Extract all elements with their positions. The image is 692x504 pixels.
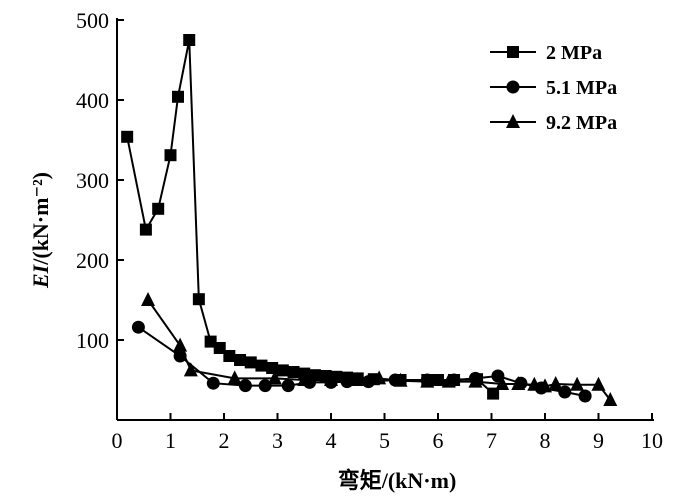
data-point-circle	[206, 376, 220, 390]
data-point-square	[255, 359, 268, 372]
data-point-circle	[258, 379, 272, 393]
series-5-1-mpa	[131, 320, 592, 403]
data-point-triangle	[527, 376, 542, 391]
x-tick-label: 6	[433, 428, 444, 453]
legend-label: 2 MPa	[546, 42, 602, 64]
data-point-circle	[281, 379, 295, 393]
x-tick-label: 1	[165, 428, 176, 453]
y-axis-label-italic: EI	[28, 263, 53, 289]
data-point-triangle	[495, 376, 510, 390]
x-tick-label: 3	[272, 428, 283, 453]
data-point-square	[183, 34, 196, 46]
y-axis-label-units: /(kN·m⁻²)	[28, 172, 53, 266]
y-tick-label: 400	[76, 88, 109, 113]
y-tick-label: 500	[76, 8, 109, 33]
data-point-triangle	[227, 370, 242, 385]
data-point-square	[234, 354, 247, 366]
data-point-triangle	[441, 373, 456, 388]
data-point-circle	[340, 375, 354, 389]
data-point-triangle	[350, 372, 365, 386]
data-point-triangle	[324, 372, 338, 386]
data-point-square	[266, 362, 279, 374]
legend: 2 MPa 5.1 MPa 9.2 MPa	[490, 42, 617, 134]
data-point-triangle	[297, 372, 312, 386]
x-tick-label: 7	[486, 428, 497, 453]
data-point-triangle	[183, 362, 198, 377]
data-point-square	[213, 342, 226, 354]
legend-label: 9.2 MPa	[546, 112, 617, 134]
data-point-triangle	[420, 373, 435, 388]
data-point-triangle	[393, 372, 408, 387]
data-point-square	[223, 350, 236, 362]
y-axis-label: EI/(kN·m⁻²)	[28, 172, 53, 289]
legend-marker-square	[507, 46, 519, 58]
data-point-triangle	[570, 376, 585, 391]
data-point-triangle	[548, 376, 563, 390]
x-axis-label: 弯矩/(kN·m)	[338, 468, 457, 493]
series-group	[121, 34, 618, 406]
data-point-square	[487, 387, 500, 400]
x-tick-label: 10	[641, 428, 663, 453]
data-point-circle	[131, 320, 145, 334]
data-point-square	[152, 202, 165, 215]
legend-label: 5.1 MPa	[546, 77, 617, 99]
y-tick-label: 300	[76, 168, 109, 193]
data-point-circle	[238, 379, 252, 393]
data-point-triangle	[141, 292, 156, 306]
data-point-square	[244, 356, 257, 369]
x-tick-label: 4	[326, 428, 337, 453]
x-tick-label: 0	[112, 428, 123, 453]
data-point-square	[171, 90, 184, 103]
data-point-triangle	[538, 378, 552, 393]
data-point-triangle	[511, 376, 526, 390]
axes: 0 1 2 3 4 5 6 7 8 9 10 100 200 300 400 500	[76, 8, 663, 453]
data-point-square	[164, 149, 177, 162]
data-point-square	[121, 130, 134, 143]
data-point-square	[192, 293, 205, 306]
x-tick-label: 8	[540, 428, 551, 453]
data-point-triangle	[468, 373, 483, 388]
data-point-triangle	[603, 392, 618, 406]
x-tick-label: 5	[379, 428, 390, 453]
data-point-circle	[578, 389, 592, 403]
legend-marker-triangle	[506, 114, 520, 128]
data-point-square	[139, 223, 152, 236]
data-point-square	[204, 335, 217, 348]
data-point-circle	[361, 375, 375, 389]
data-point-triangle	[173, 337, 188, 352]
x-tick-label: 9	[593, 428, 604, 453]
data-point-triangle	[372, 370, 387, 385]
series-9-2-mpa	[141, 292, 618, 406]
legend-marker-circle	[506, 80, 520, 94]
data-point-square	[276, 364, 289, 377]
data-point-triangle	[267, 370, 282, 385]
x-tick-label: 2	[219, 428, 230, 453]
y-tick-label: 100	[76, 328, 109, 353]
y-tick-label: 200	[76, 248, 109, 273]
data-point-square	[287, 366, 300, 378]
data-point-triangle	[591, 376, 606, 391]
